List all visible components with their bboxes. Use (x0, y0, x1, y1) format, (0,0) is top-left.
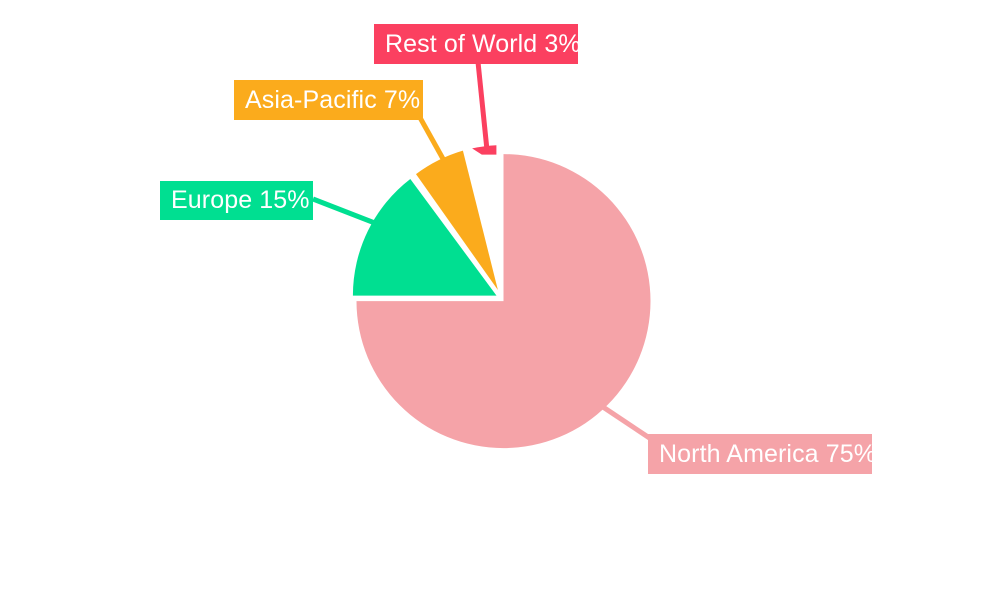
pie-label-north-america[interactable]: North America 75% (648, 434, 876, 474)
pie-label-rest-of-world-text: Rest of World 3% (385, 29, 581, 58)
pie-label-europe-text: Europe 15% (171, 186, 310, 214)
pie-label-asia-pacific[interactable]: Asia-Pacific 7% (234, 80, 423, 120)
pie-label-europe[interactable]: Europe 15% (160, 181, 313, 220)
pie-slice-north-america[interactable] (356, 154, 651, 449)
leader-line-asia-pacific (415, 112, 450, 168)
pie-label-rest-of-world[interactable]: Rest of World 3% (374, 24, 581, 64)
leader-line-rest-of-world (475, 61, 490, 151)
pie-slice-europe[interactable] (352, 179, 497, 296)
pie-label-north-america-text: North America 75% (659, 439, 877, 468)
leader-line-north-america (601, 404, 653, 442)
pie-label-asia-pacific-text: Asia-Pacific 7% (245, 85, 421, 114)
pie-slice-rest-of-world[interactable] (472, 145, 497, 155)
pie-slice-asia-pacific[interactable] (416, 150, 498, 290)
